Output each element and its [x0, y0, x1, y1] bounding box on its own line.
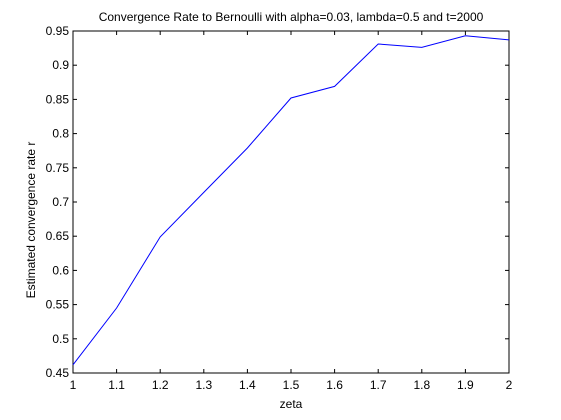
x-tick-label: 2 — [506, 378, 513, 392]
y-tick-label: 0.6 — [52, 263, 69, 277]
x-tick-label: 1.8 — [413, 378, 430, 392]
axis-ticks — [72, 30, 510, 374]
y-tick-label: 0.45 — [46, 366, 70, 380]
y-tick-label: 0.75 — [46, 161, 70, 175]
x-tick-label: 1 — [70, 378, 77, 392]
axis-tick-labels: 1 1.1 1.2 1.3 1.4 1.5 1.6 1.7 1.8 1.9 2 0.45 0.5 0.55… — [46, 24, 513, 392]
x-tick-label: 1.6 — [326, 378, 343, 392]
y-tick-label: 0.8 — [52, 127, 69, 141]
y-tick-label: 0.7 — [52, 195, 69, 209]
y-axis-label: Estimated convergence rate r — [24, 142, 38, 299]
plot-area — [72, 30, 510, 374]
x-tick-label: 1.1 — [108, 378, 125, 392]
x-tick-label: 1.5 — [283, 378, 300, 392]
y-tick-label: 0.55 — [46, 298, 70, 312]
y-tick-label: 0.85 — [46, 92, 70, 106]
series-line — [72, 35, 510, 366]
x-tick-label: 1.2 — [152, 378, 169, 392]
x-tick-label: 1.9 — [457, 378, 474, 392]
x-tick-label: 1.3 — [195, 378, 212, 392]
x-tick-label: 1.4 — [239, 378, 256, 392]
y-tick-label: 0.95 — [46, 24, 70, 38]
chart-title: Convergence Rate to Bernoulli with alpha… — [99, 10, 484, 24]
y-tick-label: 0.65 — [46, 229, 70, 243]
x-axis-label: zeta — [280, 397, 303, 411]
x-tick-label: 1.7 — [370, 378, 387, 392]
y-tick-label: 0.9 — [52, 58, 69, 72]
y-tick-label: 0.5 — [52, 332, 69, 346]
